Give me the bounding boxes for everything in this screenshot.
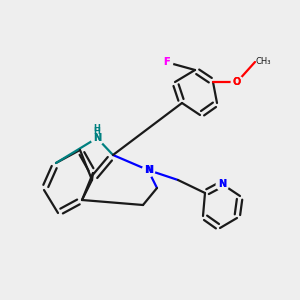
Text: N: N [144,165,152,175]
Text: N: N [218,179,226,189]
Text: O: O [233,77,241,87]
Text: H: H [94,124,100,133]
Text: N: N [146,165,154,175]
Text: O: O [233,77,241,87]
Text: F: F [163,57,169,67]
Text: CH₃: CH₃ [255,58,271,67]
Text: N: N [218,179,226,189]
Text: F: F [163,57,169,67]
Text: N: N [93,133,101,143]
Text: N: N [93,133,101,143]
Text: H: H [94,127,100,136]
